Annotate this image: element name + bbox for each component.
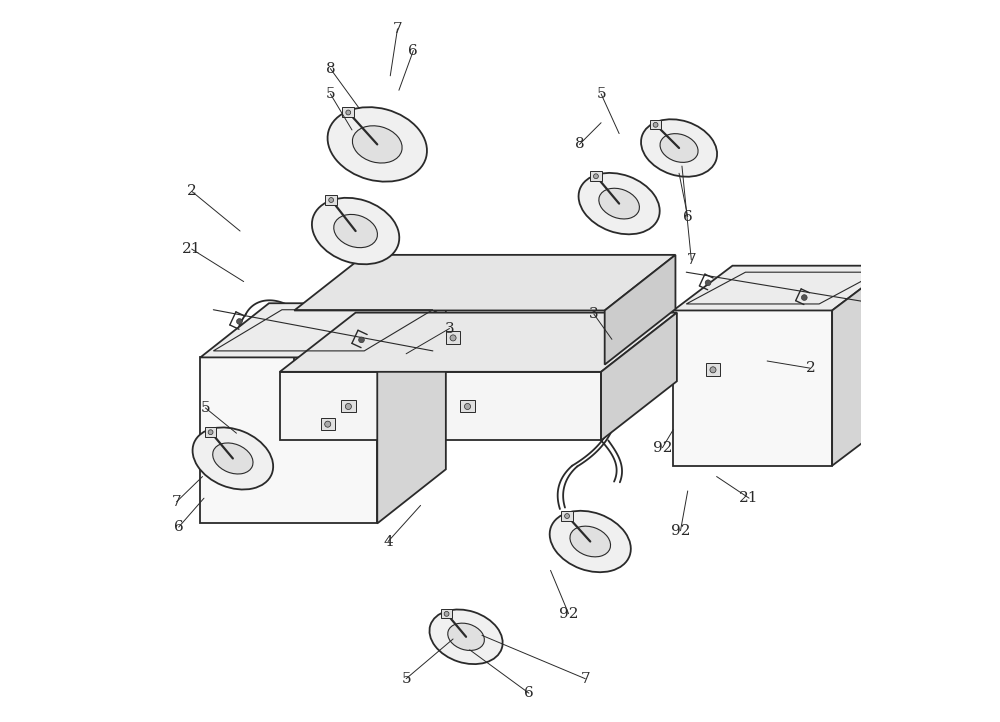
Ellipse shape bbox=[641, 119, 717, 177]
Circle shape bbox=[450, 335, 456, 341]
Circle shape bbox=[710, 367, 716, 373]
Text: 8: 8 bbox=[326, 61, 335, 76]
Text: 6: 6 bbox=[683, 209, 693, 224]
Polygon shape bbox=[673, 266, 891, 310]
Polygon shape bbox=[280, 372, 601, 440]
Text: 5: 5 bbox=[326, 87, 335, 101]
Text: 6: 6 bbox=[408, 43, 418, 58]
Circle shape bbox=[593, 174, 598, 178]
Circle shape bbox=[237, 318, 242, 324]
Bar bbox=[650, 120, 661, 129]
Ellipse shape bbox=[599, 188, 639, 219]
Bar bbox=[205, 427, 216, 437]
Bar bbox=[321, 417, 335, 430]
Text: 92: 92 bbox=[559, 606, 578, 621]
Ellipse shape bbox=[448, 623, 484, 651]
Text: 7: 7 bbox=[172, 495, 181, 509]
Polygon shape bbox=[200, 303, 446, 357]
Polygon shape bbox=[377, 303, 446, 523]
Text: 7: 7 bbox=[687, 253, 696, 267]
Ellipse shape bbox=[352, 126, 402, 163]
Bar bbox=[590, 171, 602, 180]
Circle shape bbox=[653, 123, 658, 127]
Circle shape bbox=[208, 430, 213, 435]
Circle shape bbox=[801, 295, 807, 300]
Ellipse shape bbox=[312, 198, 399, 264]
Ellipse shape bbox=[550, 510, 631, 573]
Text: 21: 21 bbox=[182, 242, 201, 256]
Bar bbox=[460, 400, 475, 412]
Bar bbox=[341, 400, 356, 412]
Text: 4: 4 bbox=[383, 534, 393, 549]
Ellipse shape bbox=[193, 427, 273, 490]
Polygon shape bbox=[605, 255, 675, 365]
Bar bbox=[706, 363, 720, 375]
Circle shape bbox=[329, 198, 334, 202]
Circle shape bbox=[359, 337, 364, 343]
Bar bbox=[342, 108, 354, 117]
Text: 7: 7 bbox=[580, 671, 590, 686]
Text: 5: 5 bbox=[201, 401, 210, 415]
Bar bbox=[441, 609, 452, 619]
Ellipse shape bbox=[429, 609, 503, 664]
Ellipse shape bbox=[579, 173, 660, 235]
Text: 6: 6 bbox=[524, 686, 534, 700]
Circle shape bbox=[345, 404, 351, 409]
Text: 8: 8 bbox=[575, 137, 584, 152]
Text: 3: 3 bbox=[589, 307, 599, 321]
Text: 5: 5 bbox=[596, 87, 606, 101]
Ellipse shape bbox=[570, 526, 611, 557]
Circle shape bbox=[464, 404, 471, 409]
Polygon shape bbox=[832, 266, 891, 466]
Polygon shape bbox=[601, 313, 677, 440]
Ellipse shape bbox=[328, 107, 427, 182]
Ellipse shape bbox=[660, 134, 698, 162]
Text: 92: 92 bbox=[653, 440, 672, 455]
Circle shape bbox=[325, 421, 331, 427]
Bar bbox=[561, 511, 573, 521]
Circle shape bbox=[444, 612, 449, 617]
Ellipse shape bbox=[334, 214, 377, 248]
Ellipse shape bbox=[213, 443, 253, 474]
Bar bbox=[446, 331, 460, 344]
Text: 92: 92 bbox=[671, 523, 690, 538]
Polygon shape bbox=[280, 313, 677, 372]
Polygon shape bbox=[673, 310, 832, 466]
Text: 6: 6 bbox=[174, 520, 184, 534]
Polygon shape bbox=[294, 310, 605, 365]
Text: 2: 2 bbox=[187, 184, 197, 199]
Circle shape bbox=[705, 280, 711, 286]
Circle shape bbox=[346, 110, 351, 115]
Circle shape bbox=[565, 513, 569, 518]
Text: 7: 7 bbox=[393, 22, 402, 36]
Text: 3: 3 bbox=[445, 321, 454, 336]
Text: 2: 2 bbox=[806, 361, 815, 375]
Polygon shape bbox=[200, 357, 377, 523]
Polygon shape bbox=[294, 255, 675, 310]
Text: 21: 21 bbox=[739, 491, 759, 505]
Text: 5: 5 bbox=[401, 671, 411, 686]
Bar bbox=[325, 195, 337, 204]
